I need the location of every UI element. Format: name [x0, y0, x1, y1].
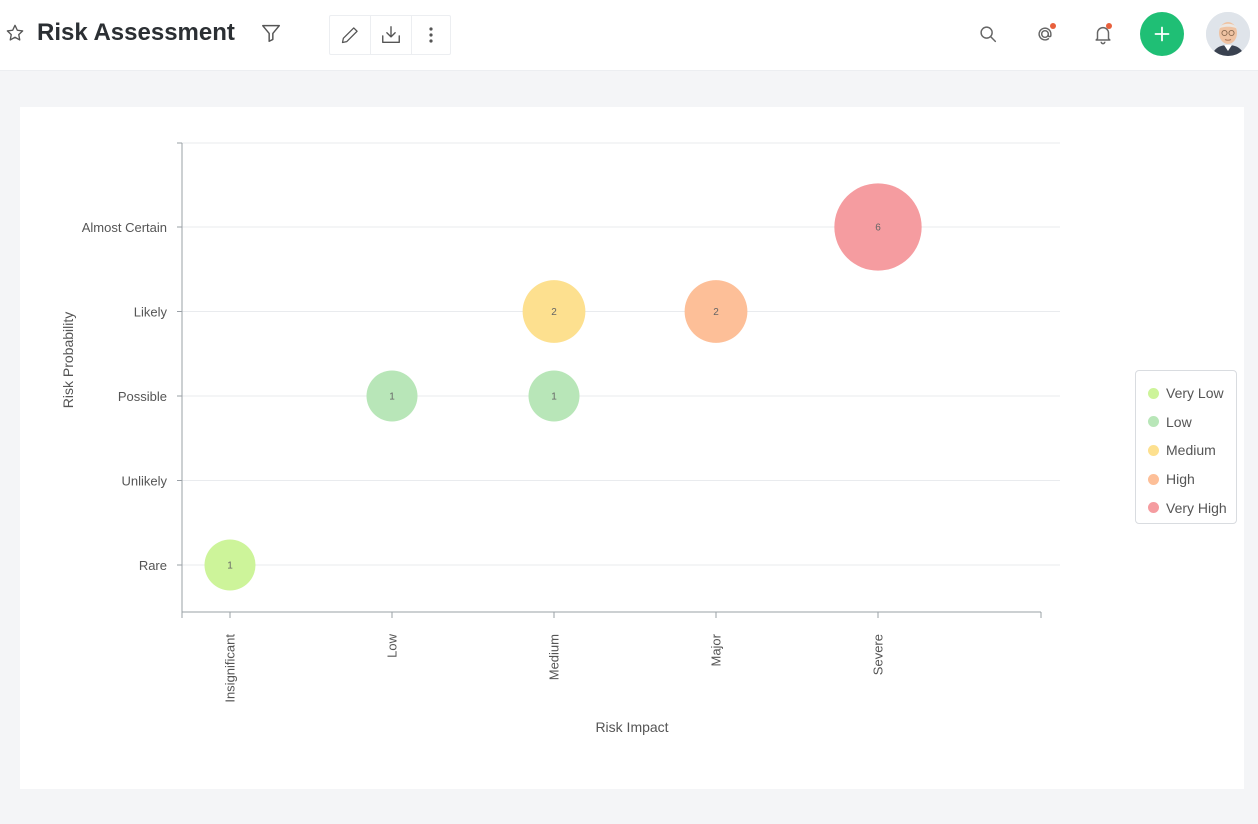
bubble-label: 1 [227, 561, 233, 572]
x-tick-label: Low [385, 633, 400, 657]
x-axis-title: Risk Impact [595, 719, 668, 735]
x-tick-label: Major [709, 633, 724, 666]
bubble[interactable]: 1 [204, 539, 256, 591]
chart-legend: Very Low Low Medium High Very High [1135, 370, 1237, 524]
more-vertical-icon [429, 27, 433, 43]
download-icon [382, 26, 400, 44]
legend-label: Low [1166, 413, 1192, 430]
more-options-button[interactable] [412, 16, 450, 54]
y-tick-label: Almost Certain [82, 220, 167, 235]
y-tick-label: Possible [118, 389, 167, 404]
toolbar-actions [329, 15, 451, 55]
legend-label: High [1166, 471, 1195, 488]
bubble-circle[interactable] [684, 280, 748, 343]
legend-swatch [1148, 387, 1159, 399]
chart-card: Rare Unlikely Possible Likely Almost Certain… [20, 107, 1244, 789]
bubble-circle[interactable] [528, 370, 580, 422]
plus-icon [1154, 26, 1170, 42]
bubble[interactable]: 2 [522, 280, 586, 343]
notifications-button[interactable] [1092, 23, 1116, 47]
bubble[interactable]: 1 [366, 370, 418, 422]
avatar[interactable] [1206, 12, 1250, 56]
download-button[interactable] [371, 16, 412, 54]
legend-label: Very High [1166, 499, 1227, 516]
bubble[interactable]: 2 [684, 280, 748, 343]
legend-item[interactable]: Medium [1148, 436, 1236, 465]
legend-swatch [1148, 502, 1159, 514]
risk-bubble-chart: Rare Unlikely Possible Likely Almost Certain… [60, 142, 1060, 735]
legend-label: Medium [1166, 442, 1216, 459]
pencil-icon [341, 27, 358, 44]
page-title: Risk Assessment [37, 19, 235, 46]
bubble-label: 1 [551, 392, 557, 403]
bubble[interactable]: 6 [834, 183, 922, 271]
legend-swatch [1148, 473, 1159, 485]
bubble-circle[interactable] [834, 183, 922, 271]
legend-label: Very Low [1166, 385, 1224, 402]
legend-item[interactable]: Very Low [1148, 379, 1236, 408]
y-tick-label: Rare [139, 558, 167, 573]
bubble-label: 2 [713, 307, 719, 318]
legend-swatch [1148, 416, 1159, 428]
mention-notification-dot [1050, 23, 1056, 29]
legend-swatch [1148, 444, 1159, 456]
x-tick-label: Medium [547, 634, 562, 680]
bubble-label: 6 [875, 223, 881, 234]
add-button[interactable] [1140, 12, 1184, 56]
y-tick-label: Likely [134, 305, 168, 320]
legend-item[interactable]: High [1148, 465, 1236, 494]
star-icon[interactable] [5, 23, 25, 43]
user-avatar-image [1206, 12, 1250, 56]
y-tick-label: Unlikely [121, 474, 167, 489]
filter-icon[interactable] [260, 22, 282, 44]
bubble-label: 1 [389, 392, 395, 403]
bell-notification-dot [1106, 23, 1112, 29]
bubble-circle[interactable] [366, 370, 418, 422]
y-axis-title: Risk Probability [60, 312, 76, 408]
bubble-circle[interactable] [522, 280, 586, 343]
bubble[interactable]: 1 [528, 370, 580, 422]
legend-item[interactable]: Very High [1148, 493, 1236, 522]
bubble-label: 2 [551, 307, 557, 318]
legend-item[interactable]: Low [1148, 408, 1236, 437]
mentions-button[interactable] [1034, 23, 1058, 47]
bell-icon [1095, 26, 1111, 45]
x-tick-label: Insignificant [223, 634, 238, 703]
bubble-circle[interactable] [204, 539, 256, 591]
search-icon[interactable] [977, 23, 999, 45]
top-bar: Risk Assessment [0, 0, 1258, 71]
mention-icon [1038, 27, 1052, 41]
edit-button[interactable] [330, 16, 371, 54]
x-tick-label: Severe [871, 634, 886, 675]
